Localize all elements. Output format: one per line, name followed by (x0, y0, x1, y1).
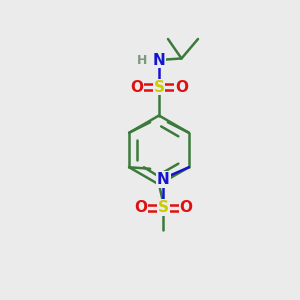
Text: S: S (158, 200, 169, 215)
Text: N: N (157, 172, 170, 187)
Text: O: O (175, 80, 188, 94)
Text: S: S (154, 80, 164, 94)
Text: N: N (153, 52, 165, 68)
Text: H: H (137, 53, 148, 67)
Text: O: O (179, 200, 192, 215)
Text: O: O (134, 200, 147, 215)
Text: O: O (130, 80, 143, 94)
